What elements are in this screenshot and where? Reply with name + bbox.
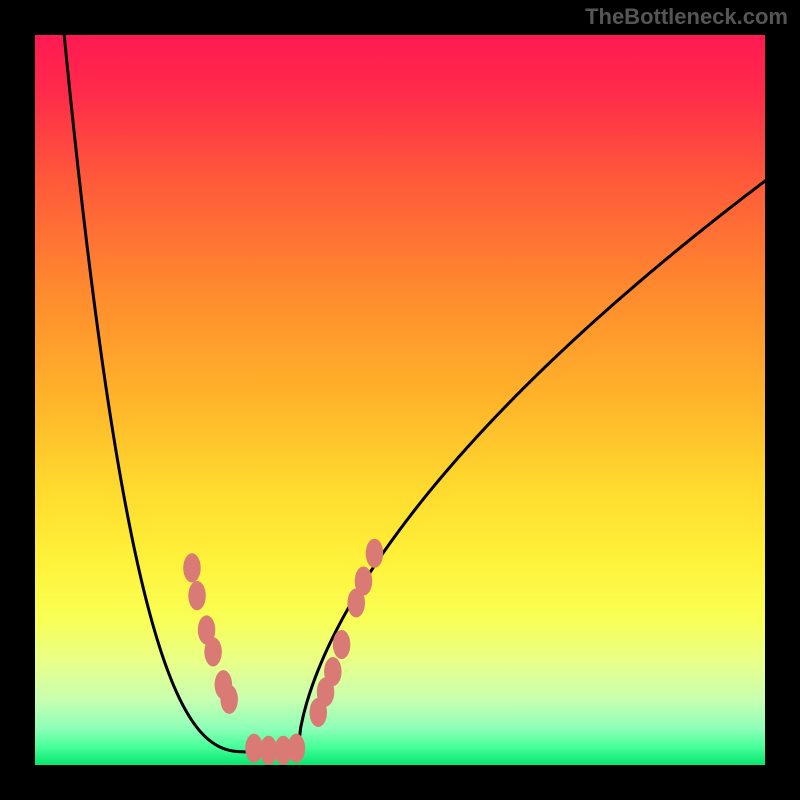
data-marker bbox=[355, 566, 373, 595]
chart-svg bbox=[0, 0, 800, 800]
data-marker bbox=[333, 630, 351, 659]
data-marker bbox=[204, 637, 222, 666]
data-marker bbox=[366, 539, 384, 568]
bottleneck-curve bbox=[64, 35, 765, 752]
data-marker bbox=[324, 657, 342, 686]
data-marker bbox=[188, 581, 206, 610]
watermark-text: TheBottleneck.com bbox=[585, 4, 788, 30]
data-marker bbox=[183, 553, 201, 582]
data-marker bbox=[220, 685, 238, 714]
data-marker bbox=[288, 734, 306, 763]
